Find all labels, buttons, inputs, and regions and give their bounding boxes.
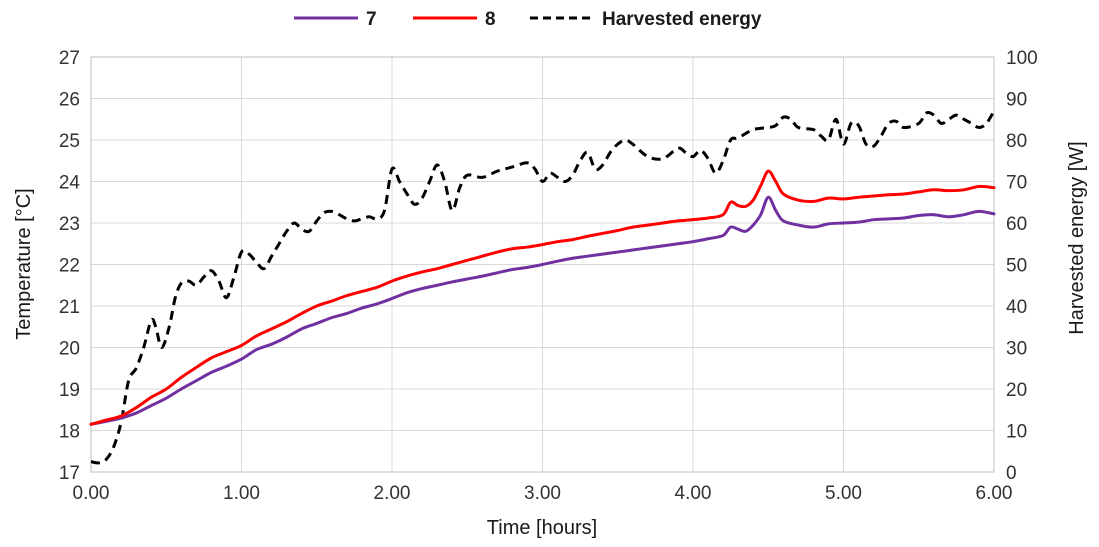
y-tick-label-left: 23 [59, 214, 80, 235]
legend-label-harvested-energy: Harvested energy [602, 9, 762, 30]
y-axis-left-title: Temperature [°C] [13, 188, 35, 339]
y-tick-label-left: 25 [59, 131, 80, 152]
x-tick-label: 2.00 [374, 483, 411, 504]
y-tick-label-left: 24 [59, 173, 81, 194]
y-tick-label-right: 50 [1006, 256, 1027, 277]
x-tick-label: 0.00 [73, 483, 110, 504]
y-tick-label-right: 70 [1006, 173, 1027, 194]
series-layer [89, 110, 996, 465]
x-tick-label: 3.00 [524, 483, 561, 504]
y-tick-label-right: 40 [1006, 297, 1027, 318]
x-axis-title: Time [hours] [487, 517, 597, 539]
y-tick-label-left: 26 [59, 90, 80, 111]
y-axis-left-ticks: 17 18 19 20 21 22 23 24 25 26 27 [59, 48, 81, 484]
x-tick-label: 4.00 [675, 483, 712, 504]
plot-area-border [90, 56, 995, 473]
y-tick-label-left: 22 [59, 256, 80, 277]
y-tick-label-right: 60 [1006, 214, 1027, 235]
y-tick-label-right: 10 [1006, 422, 1027, 443]
y-tick-label-right: 100 [1006, 48, 1038, 69]
y-tick-label-right: 0 [1006, 463, 1017, 484]
y-tick-label-right: 30 [1006, 339, 1027, 360]
y-tick-label-right: 80 [1006, 131, 1027, 152]
x-axis-ticks: 0.00 1.00 2.00 3.00 4.00 5.00 6.00 [73, 483, 1013, 504]
y-tick-label-left: 27 [59, 48, 80, 69]
legend-item-harvested-energy: Harvested energy [530, 9, 762, 30]
y-axis-right-title: Harvested energy [W] [1066, 141, 1088, 334]
x-tick-label: 6.00 [976, 483, 1013, 504]
series-line-8 [89, 169, 996, 426]
legend-item-7: 7 [294, 9, 377, 30]
legend-label-7: 7 [366, 9, 377, 30]
series-line-harvested-energy [90, 110, 996, 465]
y-tick-label-left: 19 [59, 380, 80, 401]
x-tick-label: 5.00 [825, 483, 862, 504]
y-tick-label-left: 21 [59, 297, 80, 318]
y-axis-right-ticks: 0 10 20 30 40 50 60 70 80 90 100 [1006, 48, 1038, 484]
y-tick-label-right: 20 [1006, 380, 1027, 401]
legend: 7 8 Harvested energy [294, 9, 762, 30]
y-tick-label-left: 20 [59, 339, 80, 360]
legend-label-8: 8 [485, 9, 496, 30]
y-tick-label-left: 17 [59, 463, 80, 484]
series-line-7 [89, 195, 996, 426]
legend-item-8: 8 [413, 9, 496, 30]
x-tick-label: 1.00 [223, 483, 260, 504]
y-tick-label-right: 90 [1006, 90, 1027, 111]
y-tick-label-left: 18 [59, 422, 80, 443]
